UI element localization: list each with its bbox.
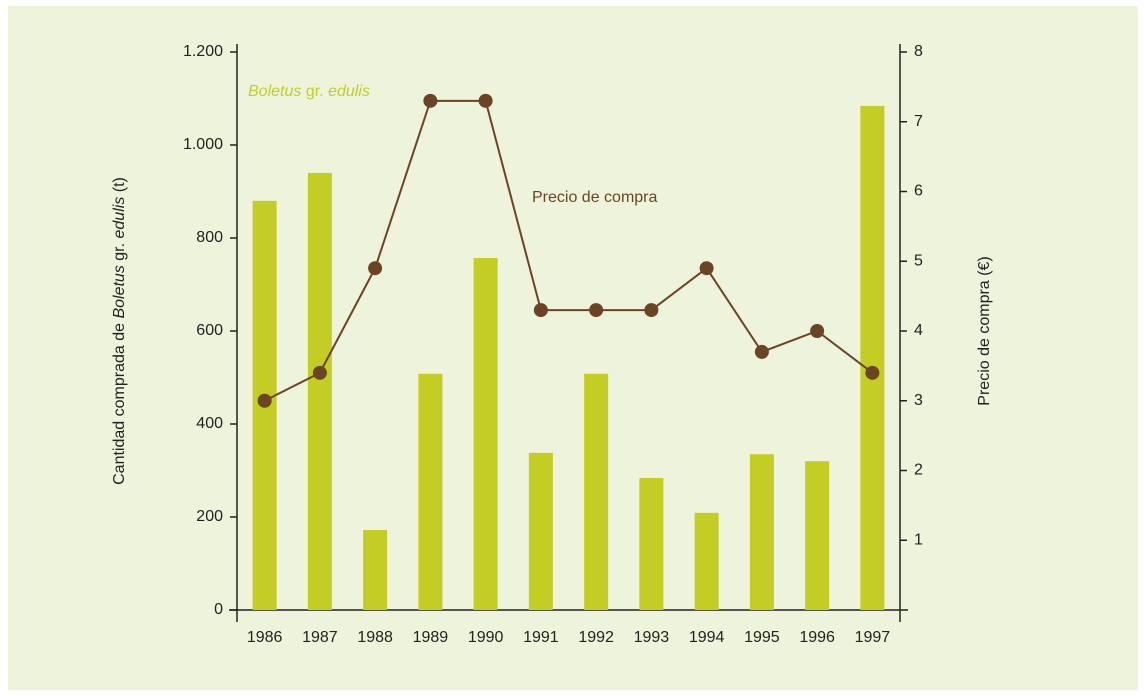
price-point (257, 393, 272, 408)
legend-label: Precio de compra (532, 189, 657, 206)
price-point (589, 303, 604, 318)
y-axis-label-part: edulis (111, 197, 128, 239)
y2-tick-label: 4 (914, 322, 923, 339)
x-tick-label: 1990 (468, 629, 504, 646)
bar (418, 373, 443, 610)
bar (473, 257, 498, 610)
y-tick-label: 800 (196, 229, 223, 246)
x-tick-label: 1991 (523, 629, 559, 646)
x-tick-label: 1994 (689, 629, 725, 646)
y-tick-label: 1.000 (183, 136, 223, 153)
y2-tick-label: 8 (914, 43, 923, 60)
price-line (264, 99, 873, 402)
price-point (312, 365, 327, 380)
bar (860, 105, 885, 610)
y2-tick-label: 6 (914, 183, 923, 200)
y2-tick-label: 7 (914, 113, 923, 130)
price-point (699, 261, 714, 276)
y-tick-label: 0 (214, 601, 223, 618)
y2-tick-label: 1 (914, 531, 923, 548)
y-tick-label: 600 (196, 322, 223, 339)
legend-label-part: gr. (301, 83, 328, 100)
bar (805, 461, 830, 610)
x-tick-label: 1997 (855, 629, 891, 646)
y2-axis-label: Precio de compra (€) (976, 256, 993, 405)
x-tick-label: 1996 (799, 629, 835, 646)
y-axis-label-part: Boletus (111, 265, 128, 318)
price-point (478, 93, 493, 108)
legend-label-part: Boletus (248, 83, 301, 100)
panel (8, 6, 1138, 690)
x-tick-label: 1989 (413, 629, 449, 646)
y-tick-label: 400 (196, 415, 223, 432)
bar (749, 454, 774, 610)
x-tick-label: 1986 (247, 629, 283, 646)
bar (694, 512, 719, 610)
price-point (423, 93, 438, 108)
bar (584, 373, 609, 610)
y2-tick-label: 5 (914, 252, 923, 269)
y2-tick-label: 2 (914, 462, 923, 479)
price-point (865, 365, 880, 380)
bar (363, 530, 388, 610)
y-axis-label: Cantidad comprada de Boletus gr. edulis … (111, 177, 128, 485)
price-point (533, 303, 548, 318)
price-point (644, 303, 659, 318)
x-tick-label: 1992 (578, 629, 614, 646)
y-axis-label-part: Cantidad comprada de (111, 319, 128, 485)
x-tick-label: 1993 (634, 629, 670, 646)
price-point (368, 261, 383, 276)
y-tick-label: 200 (196, 508, 223, 525)
legend-label: Boletus gr. edulis (248, 83, 370, 100)
bar (528, 452, 553, 610)
x-tick-label: 1987 (302, 629, 338, 646)
price-point (810, 324, 825, 338)
bar (307, 172, 332, 610)
x-tick-label: 1995 (744, 629, 780, 646)
legend-label-part: edulis (328, 83, 370, 100)
y-tick-label: 1.200 (183, 43, 223, 60)
bar (639, 477, 664, 610)
x-tick-label: 1988 (357, 629, 393, 646)
price-point (754, 344, 769, 359)
y-axis-label-part: gr. (111, 238, 128, 265)
y2-tick-label: 3 (914, 392, 923, 409)
y-axis-label-part: (t) (111, 177, 128, 197)
